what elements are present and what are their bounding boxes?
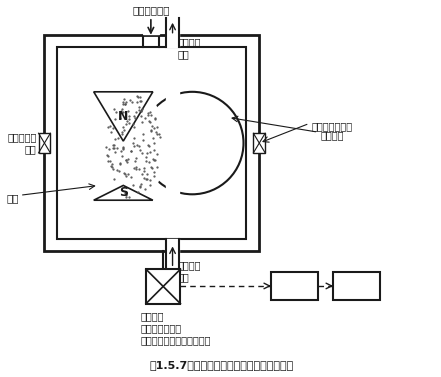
Polygon shape [166,239,179,271]
Bar [38,133,50,153]
Text: 増幅器: 増幅器 [285,281,305,291]
Polygon shape [44,134,45,152]
Text: 試料ガス
入口: 試料ガス 入口 [177,261,201,282]
Text: 図1.5.7　圧力検出形磁気力分析計の構成例: 図1.5.7 圧力検出形磁気力分析計の構成例 [149,360,294,370]
Bar [254,133,265,153]
Bar [271,272,318,300]
Polygon shape [94,185,153,200]
Polygon shape [166,91,179,106]
Text: 測定セル: 測定セル [320,130,344,140]
Text: 指　示
記録計: 指 示 記録計 [348,275,366,297]
Text: 磁極: 磁極 [6,193,19,203]
Bar [333,272,381,300]
Text: 検出素子
（コンデンサー
　マイクロフォン検出器）: 検出素子 （コンデンサー マイクロフォン検出器） [141,311,212,345]
Text: 補助ガス入口: 補助ガス入口 [132,5,170,15]
Text: 補助ガス用絞り: 補助ガス用絞り [311,121,353,131]
Polygon shape [143,32,159,34]
Polygon shape [94,92,153,141]
Polygon shape [140,125,155,161]
Text: 試料ガス
出口: 試料ガス 出口 [177,38,201,59]
Text: 補助ガス用
絞り: 補助ガス用 絞り [7,132,37,154]
Bar [45,35,259,251]
Text: S: S [119,186,128,199]
Polygon shape [166,181,179,195]
Text: N: N [118,110,128,123]
Ellipse shape [101,87,165,205]
Bar [146,269,180,304]
Polygon shape [166,20,179,48]
Bar [57,48,247,239]
